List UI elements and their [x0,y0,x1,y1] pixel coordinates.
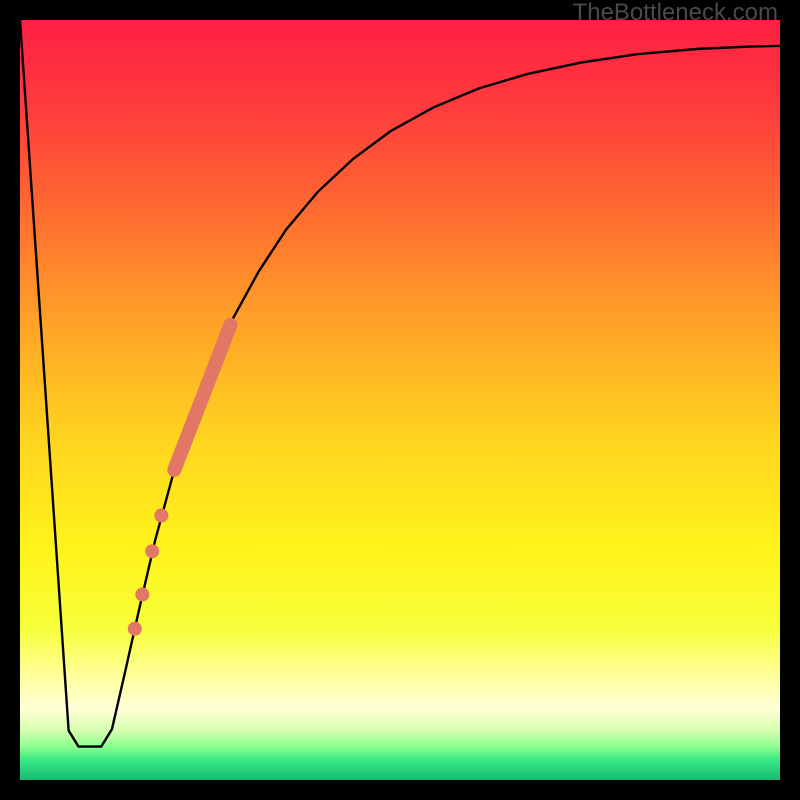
highlight-dot [128,622,142,636]
highlight-dot [145,544,159,558]
watermark: TheBottleneck.com [573,0,778,27]
highlight-dot [135,588,149,602]
plot-svg [20,20,780,780]
plot-background [20,20,780,780]
frame-left [0,0,20,800]
frame-bottom [0,780,800,800]
plot-area [20,20,780,780]
highlight-dot [154,509,168,523]
frame-right [780,0,800,800]
